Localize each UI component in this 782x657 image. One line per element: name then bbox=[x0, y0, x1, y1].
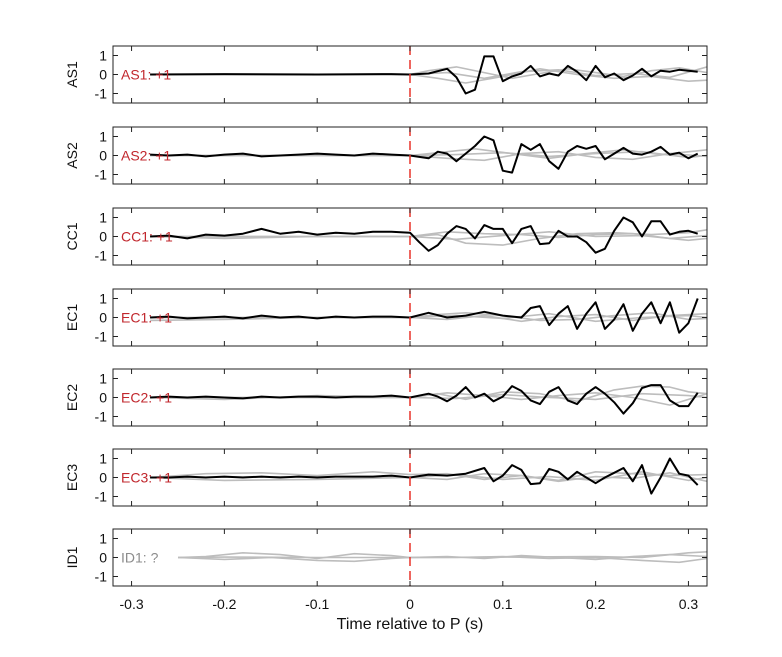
panel-cc1: 1 0 -1 CC1 CC1: +1 bbox=[64, 207, 708, 266]
panel-ec2: 1 0 -1 EC2 EC2: +1 bbox=[64, 368, 708, 427]
station-ylabel: ID1 bbox=[64, 546, 80, 568]
x-tick-label: 0.1 bbox=[493, 596, 513, 612]
main-trace bbox=[150, 384, 699, 415]
y-tick-label: 0 bbox=[99, 390, 107, 406]
y-tick-label: 1 bbox=[99, 291, 107, 307]
station-label: EC1: +1 bbox=[121, 310, 172, 326]
y-tick-label: -1 bbox=[95, 86, 108, 102]
x-tick-label: 0.2 bbox=[586, 596, 606, 612]
x-tick-label: -0.1 bbox=[305, 596, 329, 612]
y-tick-label: -1 bbox=[95, 329, 108, 345]
main-trace bbox=[150, 135, 699, 174]
y-tick-label: 1 bbox=[99, 451, 107, 467]
background-trace bbox=[150, 385, 707, 403]
station-ylabel: EC1 bbox=[64, 304, 80, 331]
panel-as1: 1 0 -1 AS1 AS1: +1 bbox=[64, 45, 708, 104]
main-trace bbox=[150, 298, 699, 334]
plot-area bbox=[150, 369, 707, 426]
x-tick-label: 0.3 bbox=[679, 596, 699, 612]
background-trace bbox=[177, 551, 707, 559]
panel-as2: 1 0 -1 AS2 AS2: +1 bbox=[64, 126, 708, 185]
y-tick-label: -1 bbox=[95, 569, 108, 585]
station-label: ID1: ? bbox=[121, 550, 159, 566]
y-tick-label: 0 bbox=[99, 229, 107, 245]
panel-ec3: 1 0 -1 EC3 EC3: +1 bbox=[64, 448, 708, 507]
plot-area bbox=[150, 449, 707, 506]
x-axis-label: Time relative to P (s) bbox=[337, 616, 484, 633]
y-tick-label: 0 bbox=[99, 148, 107, 164]
y-tick-label: 1 bbox=[99, 531, 107, 547]
station-ylabel: AS1 bbox=[64, 61, 80, 88]
station-label: EC2: +1 bbox=[121, 390, 172, 406]
main-trace bbox=[150, 55, 698, 95]
plot-area bbox=[150, 46, 707, 103]
x-tick-label: -0.2 bbox=[212, 596, 236, 612]
plot-area bbox=[150, 127, 707, 184]
y-tick-label: 1 bbox=[99, 48, 107, 64]
station-label: CC1: +1 bbox=[121, 229, 173, 245]
station-ylabel: EC3 bbox=[64, 464, 80, 491]
station-label: AS1: +1 bbox=[121, 67, 171, 83]
y-tick-label: 0 bbox=[99, 67, 107, 83]
y-tick-label: 1 bbox=[99, 210, 107, 226]
y-tick-label: 0 bbox=[99, 310, 107, 326]
y-tick-label: -1 bbox=[95, 248, 108, 264]
y-tick-label: 1 bbox=[99, 129, 107, 145]
panel-id1: 1 0 -1 ID1 ID1: ? bbox=[64, 528, 708, 587]
y-tick-label: -1 bbox=[95, 489, 108, 505]
station-ylabel: AS2 bbox=[64, 142, 80, 169]
main-trace bbox=[150, 457, 699, 495]
x-tick-label: -0.3 bbox=[120, 596, 144, 612]
panel-ec1: 1 0 -1 EC1 EC1: +1 bbox=[64, 288, 708, 347]
panels: 1 0 -1 AS1 AS1: +1 1 0 -1 AS2 AS2: +1 1 0 -1 CC1 CC1: … bbox=[64, 45, 708, 587]
x-axis: -0.3 -0.2 -0.1 0 0.1 0.2 0.3 bbox=[120, 596, 699, 612]
x-tick-label: 0 bbox=[406, 596, 414, 612]
y-tick-label: 0 bbox=[99, 470, 107, 486]
station-label: AS2: +1 bbox=[121, 148, 171, 164]
y-tick-label: -1 bbox=[95, 167, 108, 183]
station-ylabel: EC2 bbox=[64, 384, 80, 411]
y-tick-label: 1 bbox=[99, 371, 107, 387]
background-trace bbox=[150, 231, 707, 242]
y-tick-label: 0 bbox=[99, 550, 107, 566]
station-label: EC3: +1 bbox=[121, 470, 172, 486]
plot-area bbox=[150, 208, 707, 265]
y-tick-label: -1 bbox=[95, 409, 108, 425]
plot-area bbox=[150, 289, 707, 346]
station-ylabel: CC1 bbox=[64, 222, 80, 250]
plot-area bbox=[177, 529, 707, 586]
main-trace bbox=[150, 216, 698, 254]
